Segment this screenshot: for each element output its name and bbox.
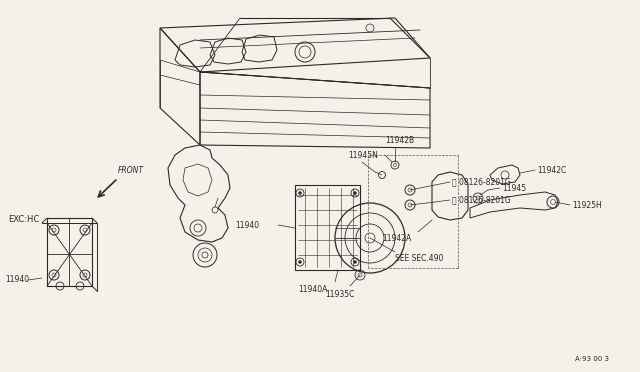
Text: 11945N: 11945N <box>348 151 378 160</box>
Text: 11935C: 11935C <box>325 290 355 299</box>
Circle shape <box>298 260 301 263</box>
Text: 11942C: 11942C <box>537 166 566 174</box>
Text: Ⓑ 08126-8201G: Ⓑ 08126-8201G <box>452 177 511 186</box>
Text: A·93 00 3: A·93 00 3 <box>575 356 609 362</box>
Text: SEE SEC.490: SEE SEC.490 <box>395 254 444 263</box>
Text: 11940: 11940 <box>235 221 259 230</box>
Circle shape <box>353 192 356 195</box>
Text: 11942A: 11942A <box>382 234 412 243</box>
Text: 11942B: 11942B <box>385 136 414 145</box>
Text: 11925H: 11925H <box>572 201 602 209</box>
Circle shape <box>353 260 356 263</box>
Text: EXC:HC: EXC:HC <box>8 215 39 224</box>
Text: 11940: 11940 <box>5 276 29 285</box>
Text: 11945: 11945 <box>502 183 526 192</box>
Circle shape <box>298 192 301 195</box>
Text: FRONT: FRONT <box>118 166 144 175</box>
Text: Ⓑ 08126-8201G: Ⓑ 08126-8201G <box>452 196 511 205</box>
Text: 11940A: 11940A <box>298 285 328 294</box>
